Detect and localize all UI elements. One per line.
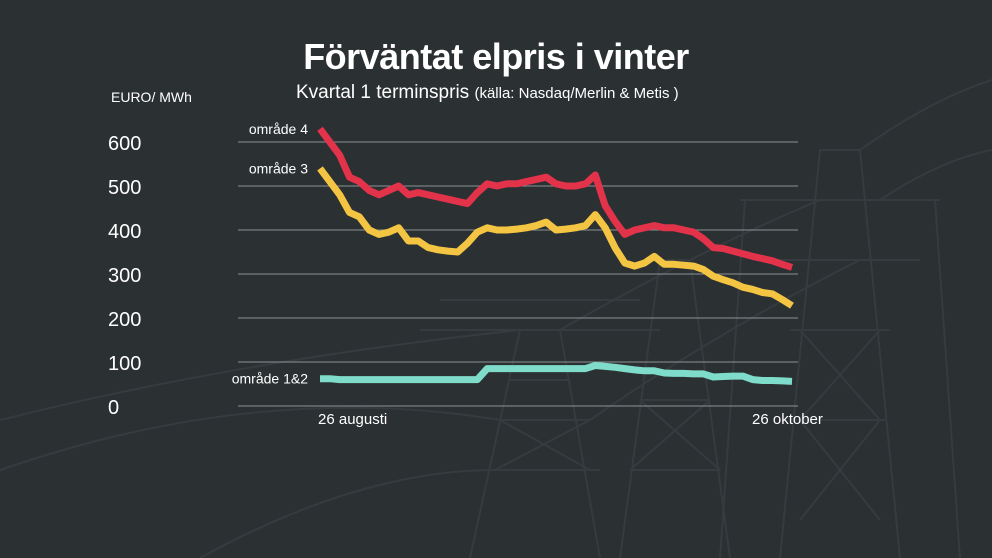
chart-title: Förväntat elpris i vinter: [303, 36, 689, 77]
series-line-0: [317, 126, 794, 271]
chart-subtitle: Kvartal 1 terminspris (källa: Nasdaq/Mer…: [296, 82, 679, 104]
y-axis-unit-label: EURO/ MWh: [111, 89, 192, 105]
series-lines: [317, 126, 794, 385]
series-label-0: område 4: [249, 121, 308, 137]
source-text: (källa: Nasdaq/Merlin & Metis ): [474, 85, 679, 102]
x-label-end: 26 oktober: [752, 411, 823, 428]
y-tick-label-300: 300: [108, 265, 141, 287]
series-line-2: [320, 362, 793, 385]
x-axis-labels: 26 augusti 26 oktober: [318, 411, 823, 428]
y-tick-label-0: 0: [108, 397, 119, 419]
y-tick-label-600: 600: [108, 133, 141, 155]
x-label-start: 26 augusti: [318, 411, 387, 428]
series-label-2: område 1&2: [232, 371, 308, 387]
subtitle-text: Kvartal 1 terminspris: [296, 82, 470, 103]
series-labels: område 4 område 3 område 1&2: [232, 121, 308, 387]
series-line-1: [317, 166, 794, 309]
y-tick-labels: 0 100 200 300 400 500 600: [108, 133, 141, 419]
pylon-silhouettes: [0, 79, 992, 558]
series-label-1: område 3: [249, 160, 308, 176]
y-tick-label-400: 400: [108, 221, 141, 243]
y-tick-label-500: 500: [108, 177, 141, 199]
y-tick-label-100: 100: [108, 353, 141, 375]
y-tick-label-200: 200: [108, 309, 141, 331]
